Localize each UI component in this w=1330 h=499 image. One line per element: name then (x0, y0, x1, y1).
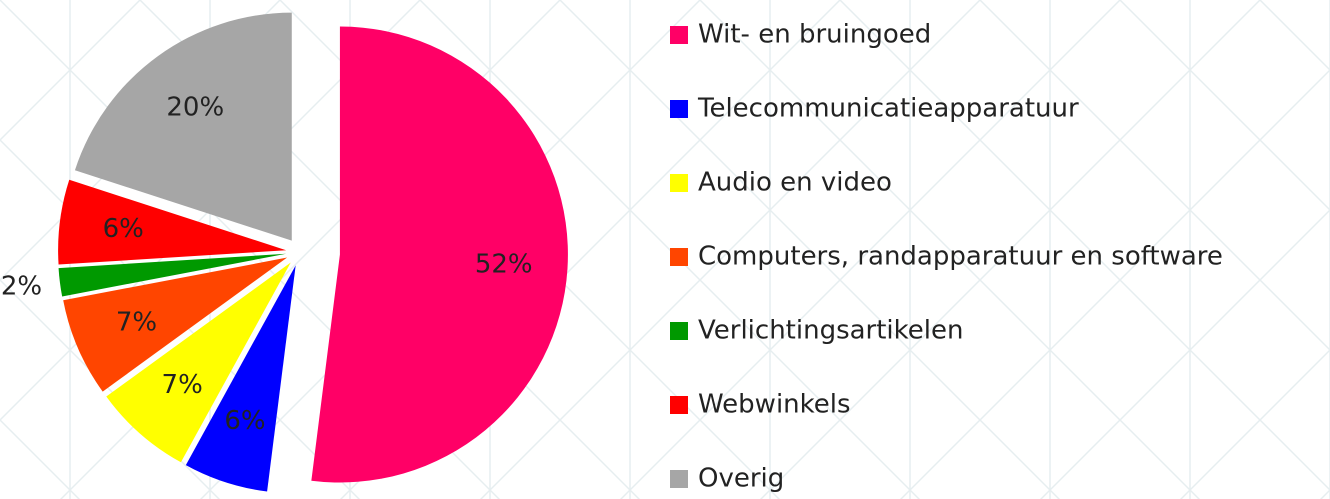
legend-label: Overig (698, 464, 784, 494)
legend-swatch (670, 26, 688, 44)
legend-label: Computers, randapparatuur en software (698, 242, 1223, 272)
data-label: 7% (116, 307, 157, 337)
pie-slice (106, 262, 291, 463)
pie-slice (74, 12, 292, 241)
pie-slice (311, 26, 568, 483)
legend-label: Wit- en bruingoed (698, 20, 931, 50)
pie-slice (185, 265, 296, 492)
legend-swatch (670, 248, 688, 266)
pie-slice (58, 253, 287, 297)
data-label: 6% (103, 214, 144, 244)
legend-swatch (670, 470, 688, 488)
pie-slice (58, 179, 287, 265)
pie-slice (63, 257, 288, 392)
legend-label: Webwinkels (698, 390, 851, 420)
legend-swatch (670, 100, 688, 118)
data-label: 7% (162, 370, 203, 400)
legend-swatch (670, 322, 688, 340)
data-label: 52% (475, 249, 533, 279)
data-label: 6% (224, 406, 265, 436)
legend-label: Verlichtingsartikelen (698, 316, 963, 346)
legend-label: Audio en video (698, 168, 892, 198)
legend-swatch (670, 174, 688, 192)
data-label: 2% (1, 272, 42, 302)
data-label: 20% (166, 92, 224, 122)
legend-label: Telecommunicatieapparatuur (697, 94, 1079, 124)
legend-swatch (670, 396, 688, 414)
